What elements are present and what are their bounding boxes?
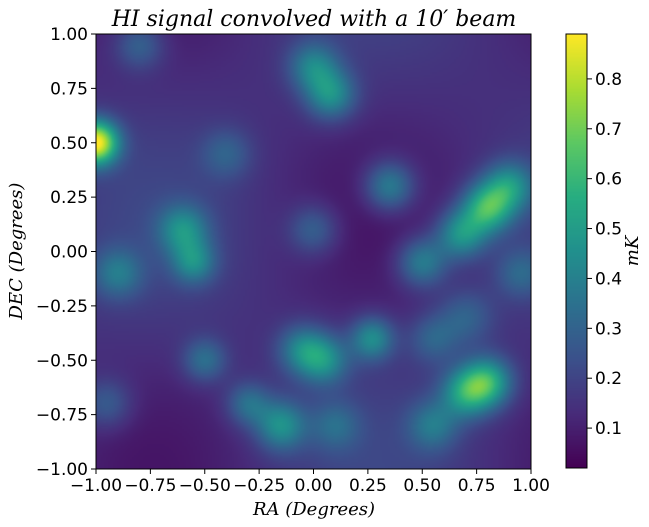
colorbar-tick-label: 0.5 <box>595 220 622 240</box>
y-tick-label: −0.25 <box>36 297 88 317</box>
x-tick-label: 1.00 <box>512 476 550 496</box>
y-tick-label: 0.00 <box>50 243 88 263</box>
x-tick-label: −0.50 <box>179 476 231 496</box>
x-tick-label: −1.00 <box>70 476 122 496</box>
x-tick-label: 0.50 <box>403 476 441 496</box>
y-tick-label: −0.75 <box>36 406 88 426</box>
y-axis-label: DEC (Degrees) <box>6 183 27 321</box>
colorbar-tick-label: 0.7 <box>595 120 622 140</box>
x-axis-ticks: −1.00 −0.75 −0.50 −0.25 0.00 0.25 0.50 0.75 1.00 <box>70 469 550 496</box>
x-tick-label: 0.25 <box>349 476 387 496</box>
y-tick-label: 0.75 <box>50 79 88 99</box>
colorbar-tick-label: 0.1 <box>595 419 622 439</box>
x-tick-label: 0.00 <box>295 476 333 496</box>
colorbar-label: mK <box>622 234 643 266</box>
colorbar-tick-label: 0.2 <box>595 369 622 389</box>
colorbar-tick-label: 0.8 <box>595 70 622 90</box>
colorbar-tick-label: 0.6 <box>595 170 622 190</box>
colorbar: 0.8 0.7 0.6 0.5 0.4 0.3 0.2 0.1 mK <box>565 33 643 469</box>
heatmap-area <box>95 33 532 470</box>
y-tick-label: 1.00 <box>50 25 88 45</box>
colorbar-tick-label: 0.3 <box>595 319 622 339</box>
x-tick-label: 0.75 <box>458 476 496 496</box>
y-tick-label: 0.50 <box>50 134 88 154</box>
chart-title: HI signal convolved with a 10′ beam <box>111 7 517 32</box>
colorbar-tick-label: 0.4 <box>595 269 622 289</box>
y-tick-label: −1.00 <box>36 460 88 480</box>
colorbar-gradient <box>566 34 587 468</box>
heatmap-image <box>96 34 531 469</box>
x-tick-label: −0.25 <box>233 476 285 496</box>
colorbar-ticks: 0.8 0.7 0.6 0.5 0.4 0.3 0.2 0.1 <box>587 70 622 439</box>
y-axis-ticks: 1.00 0.75 0.50 0.25 0.00 −0.25 −0.50 −0.75 −1.00 <box>36 25 96 480</box>
y-tick-label: 0.25 <box>50 188 88 208</box>
y-tick-label: −0.50 <box>36 351 88 371</box>
x-tick-label: −0.75 <box>124 476 176 496</box>
colorbar-frame <box>565 33 588 469</box>
x-axis-label: RA (Degrees) <box>252 499 375 520</box>
